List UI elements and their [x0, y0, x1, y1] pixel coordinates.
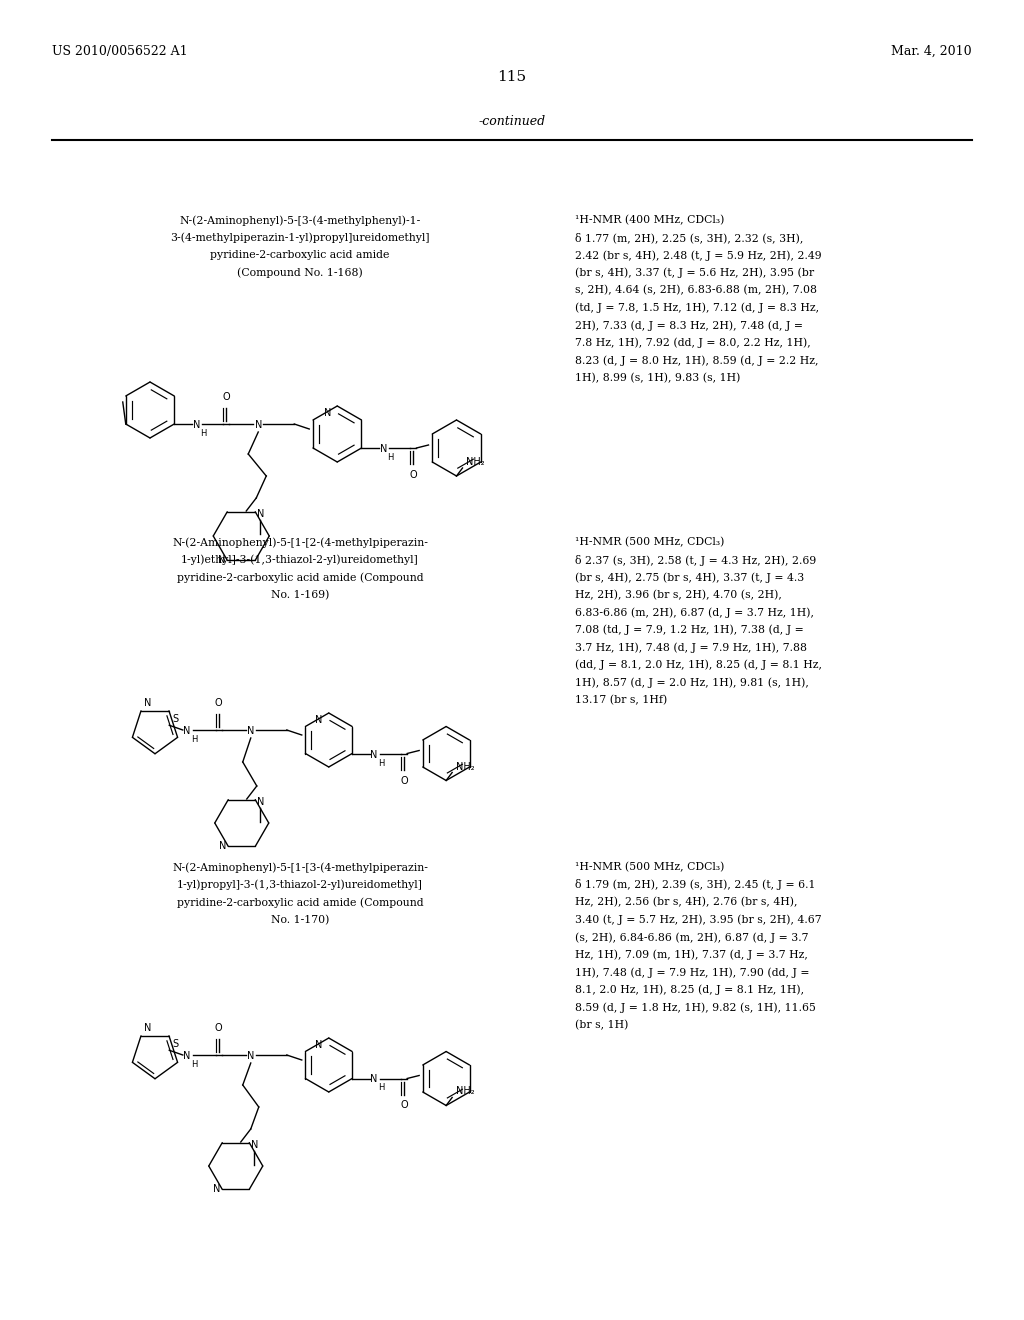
Text: (br s, 1H): (br s, 1H)	[575, 1019, 629, 1030]
Text: pyridine-2-carboxylic acid amide: pyridine-2-carboxylic acid amide	[210, 249, 390, 260]
Text: N: N	[324, 408, 331, 418]
Text: N: N	[183, 726, 190, 737]
Text: 8.59 (d, J = 1.8 Hz, 1H), 9.82 (s, 1H), 11.65: 8.59 (d, J = 1.8 Hz, 1H), 9.82 (s, 1H), …	[575, 1002, 816, 1012]
Text: 3-(4-methylpiperazin-1-yl)propyl]ureidomethyl]: 3-(4-methylpiperazin-1-yl)propyl]ureidom…	[170, 232, 430, 243]
Text: pyridine-2-carboxylic acid amide (Compound: pyridine-2-carboxylic acid amide (Compou…	[177, 898, 423, 908]
Text: ¹H-NMR (500 MHz, CDCl₃): ¹H-NMR (500 MHz, CDCl₃)	[575, 862, 724, 873]
Text: 7.8 Hz, 1H), 7.92 (dd, J = 8.0, 2.2 Hz, 1H),: 7.8 Hz, 1H), 7.92 (dd, J = 8.0, 2.2 Hz, …	[575, 338, 811, 348]
Text: NH₂: NH₂	[467, 457, 485, 467]
Text: -continued: -continued	[478, 115, 546, 128]
Text: Hz, 1H), 7.09 (m, 1H), 7.37 (d, J = 3.7 Hz,: Hz, 1H), 7.09 (m, 1H), 7.37 (d, J = 3.7 …	[575, 949, 808, 960]
Text: H: H	[387, 453, 394, 462]
Text: ¹H-NMR (500 MHz, CDCl₃): ¹H-NMR (500 MHz, CDCl₃)	[575, 537, 724, 548]
Text: 1H), 8.99 (s, 1H), 9.83 (s, 1H): 1H), 8.99 (s, 1H), 9.83 (s, 1H)	[575, 372, 740, 383]
Text: (br s, 4H), 3.37 (t, J = 5.6 Hz, 2H), 3.95 (br: (br s, 4H), 3.37 (t, J = 5.6 Hz, 2H), 3.…	[575, 268, 814, 279]
Text: 3.7 Hz, 1H), 7.48 (d, J = 7.9 Hz, 1H), 7.88: 3.7 Hz, 1H), 7.48 (d, J = 7.9 Hz, 1H), 7…	[575, 642, 807, 652]
Text: N: N	[183, 1051, 190, 1061]
Text: O: O	[215, 698, 222, 708]
Text: 2H), 7.33 (d, J = 8.3 Hz, 2H), 7.48 (d, J =: 2H), 7.33 (d, J = 8.3 Hz, 2H), 7.48 (d, …	[575, 319, 803, 330]
Text: US 2010/0056522 A1: US 2010/0056522 A1	[52, 45, 187, 58]
Text: N: N	[144, 1023, 152, 1032]
Text: N: N	[257, 508, 264, 519]
Text: (dd, J = 8.1, 2.0 Hz, 1H), 8.25 (d, J = 8.1 Hz,: (dd, J = 8.1, 2.0 Hz, 1H), 8.25 (d, J = …	[575, 660, 822, 671]
Text: N-(2-Aminophenyl)-5-[3-(4-methylphenyl)-1-: N-(2-Aminophenyl)-5-[3-(4-methylphenyl)-…	[179, 215, 421, 226]
Text: No. 1-169): No. 1-169)	[270, 590, 329, 599]
Text: δ 1.79 (m, 2H), 2.39 (s, 3H), 2.45 (t, J = 6.1: δ 1.79 (m, 2H), 2.39 (s, 3H), 2.45 (t, J…	[575, 879, 815, 891]
Text: 115: 115	[498, 70, 526, 84]
Text: 13.17 (br s, 1Hf): 13.17 (br s, 1Hf)	[575, 694, 668, 705]
Text: N: N	[193, 420, 200, 430]
Text: H: H	[201, 429, 207, 438]
Text: 6.83-6.86 (m, 2H), 6.87 (d, J = 3.7 Hz, 1H),: 6.83-6.86 (m, 2H), 6.87 (d, J = 3.7 Hz, …	[575, 607, 814, 618]
Text: N: N	[144, 698, 152, 708]
Text: δ 1.77 (m, 2H), 2.25 (s, 3H), 2.32 (s, 3H),: δ 1.77 (m, 2H), 2.25 (s, 3H), 2.32 (s, 3…	[575, 232, 804, 243]
Text: N: N	[255, 420, 262, 430]
Text: 8.23 (d, J = 8.0 Hz, 1H), 8.59 (d, J = 2.2 Hz,: 8.23 (d, J = 8.0 Hz, 1H), 8.59 (d, J = 2…	[575, 355, 818, 366]
Text: N: N	[315, 715, 323, 725]
Text: (td, J = 7.8, 1.5 Hz, 1H), 7.12 (d, J = 8.3 Hz,: (td, J = 7.8, 1.5 Hz, 1H), 7.12 (d, J = …	[575, 302, 819, 313]
Text: N-(2-Aminophenyl)-5-[1-[2-(4-methylpiperazin-: N-(2-Aminophenyl)-5-[1-[2-(4-methylpiper…	[172, 537, 428, 548]
Text: (Compound No. 1-168): (Compound No. 1-168)	[238, 268, 362, 279]
Text: N-(2-Aminophenyl)-5-[1-[3-(4-methylpiperazin-: N-(2-Aminophenyl)-5-[1-[3-(4-methylpiper…	[172, 862, 428, 873]
Text: No. 1-170): No. 1-170)	[270, 915, 329, 925]
Text: N: N	[380, 444, 387, 454]
Text: O: O	[400, 776, 408, 785]
Text: δ 2.37 (s, 3H), 2.58 (t, J = 4.3 Hz, 2H), 2.69: δ 2.37 (s, 3H), 2.58 (t, J = 4.3 Hz, 2H)…	[575, 554, 816, 565]
Text: H: H	[378, 759, 385, 767]
Text: O: O	[215, 1023, 222, 1034]
Text: N: N	[213, 1184, 220, 1195]
Text: N: N	[371, 1074, 378, 1085]
Text: N: N	[251, 1139, 259, 1150]
Text: N: N	[247, 1051, 254, 1061]
Text: 7.08 (td, J = 7.9, 1.2 Hz, 1H), 7.38 (d, J =: 7.08 (td, J = 7.9, 1.2 Hz, 1H), 7.38 (d,…	[575, 624, 804, 635]
Text: Mar. 4, 2010: Mar. 4, 2010	[891, 45, 972, 58]
Text: N: N	[218, 556, 225, 565]
Text: (s, 2H), 6.84-6.86 (m, 2H), 6.87 (d, J = 3.7: (s, 2H), 6.84-6.86 (m, 2H), 6.87 (d, J =…	[575, 932, 809, 942]
Text: NH₂: NH₂	[456, 762, 475, 771]
Text: NH₂: NH₂	[456, 1086, 475, 1097]
Text: H: H	[190, 735, 198, 744]
Text: O: O	[400, 1101, 408, 1110]
Text: N: N	[219, 841, 226, 851]
Text: 3.40 (t, J = 5.7 Hz, 2H), 3.95 (br s, 2H), 4.67: 3.40 (t, J = 5.7 Hz, 2H), 3.95 (br s, 2H…	[575, 915, 821, 925]
Text: N: N	[315, 1040, 323, 1049]
Text: O: O	[222, 392, 230, 403]
Text: s, 2H), 4.64 (s, 2H), 6.83-6.88 (m, 2H), 7.08: s, 2H), 4.64 (s, 2H), 6.83-6.88 (m, 2H),…	[575, 285, 817, 296]
Text: 2.42 (br s, 4H), 2.48 (t, J = 5.9 Hz, 2H), 2.49: 2.42 (br s, 4H), 2.48 (t, J = 5.9 Hz, 2H…	[575, 249, 821, 260]
Text: N: N	[247, 726, 254, 737]
Text: N: N	[371, 750, 378, 759]
Text: ¹H-NMR (400 MHz, CDCl₃): ¹H-NMR (400 MHz, CDCl₃)	[575, 215, 724, 226]
Text: O: O	[410, 470, 418, 480]
Text: N: N	[257, 796, 264, 807]
Text: Hz, 2H), 3.96 (br s, 2H), 4.70 (s, 2H),: Hz, 2H), 3.96 (br s, 2H), 4.70 (s, 2H),	[575, 590, 782, 599]
Text: S: S	[172, 1039, 178, 1049]
Text: 1-yl)ethyl]-3-(1,3-thiazol-2-yl)ureidomethyl]: 1-yl)ethyl]-3-(1,3-thiazol-2-yl)ureidome…	[181, 554, 419, 565]
Text: S: S	[172, 714, 178, 723]
Text: 1H), 8.57 (d, J = 2.0 Hz, 1H), 9.81 (s, 1H),: 1H), 8.57 (d, J = 2.0 Hz, 1H), 9.81 (s, …	[575, 677, 809, 688]
Text: 8.1, 2.0 Hz, 1H), 8.25 (d, J = 8.1 Hz, 1H),: 8.1, 2.0 Hz, 1H), 8.25 (d, J = 8.1 Hz, 1…	[575, 985, 804, 995]
Text: 1H), 7.48 (d, J = 7.9 Hz, 1H), 7.90 (dd, J =: 1H), 7.48 (d, J = 7.9 Hz, 1H), 7.90 (dd,…	[575, 968, 810, 978]
Text: H: H	[190, 1060, 198, 1069]
Text: H: H	[378, 1084, 385, 1093]
Text: Hz, 2H), 2.56 (br s, 4H), 2.76 (br s, 4H),: Hz, 2H), 2.56 (br s, 4H), 2.76 (br s, 4H…	[575, 898, 798, 907]
Text: (br s, 4H), 2.75 (br s, 4H), 3.37 (t, J = 4.3: (br s, 4H), 2.75 (br s, 4H), 3.37 (t, J …	[575, 572, 804, 582]
Text: 1-yl)propyl]-3-(1,3-thiazol-2-yl)ureidomethyl]: 1-yl)propyl]-3-(1,3-thiazol-2-yl)ureidom…	[177, 879, 423, 890]
Text: pyridine-2-carboxylic acid amide (Compound: pyridine-2-carboxylic acid amide (Compou…	[177, 572, 423, 582]
